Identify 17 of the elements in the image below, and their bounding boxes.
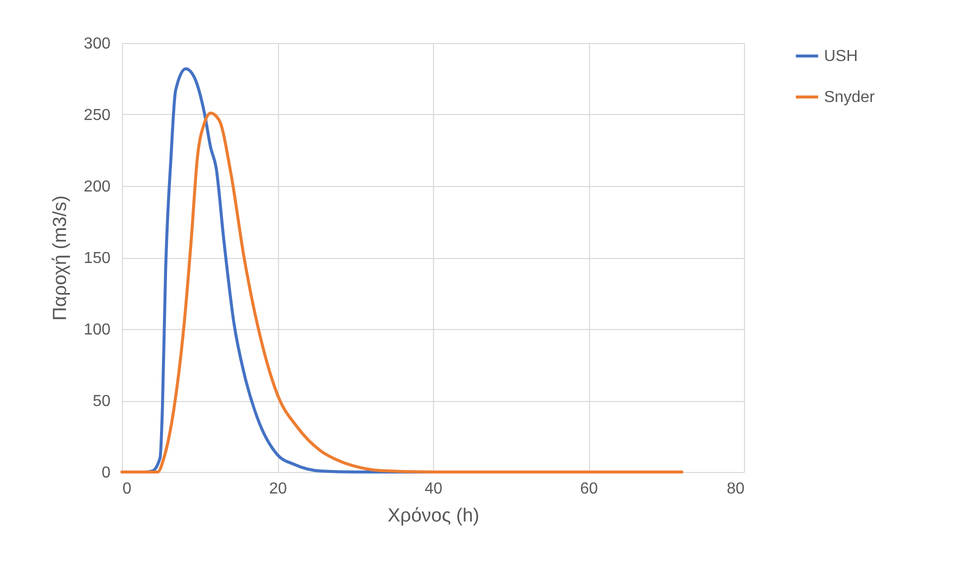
line-series [120, 112, 684, 474]
x-tick-label: 20 [269, 480, 287, 498]
y-tick-label: 300 [84, 36, 111, 52]
y-tick-label: 250 [84, 107, 111, 124]
y-tick-label: 100 [84, 322, 111, 338]
y-tick-label: 0 [102, 464, 111, 482]
y-tick-label: 150 [84, 250, 111, 267]
legend-label: Snyder [824, 89, 876, 106]
y-tick-label: 200 [84, 178, 111, 196]
x-tick-label: 0 [122, 480, 132, 498]
x-tick-label: 80 [726, 480, 745, 498]
x-tick-label: 40 [424, 480, 442, 498]
y-axis-title: Παροχή (m3/s) [50, 195, 71, 321]
legend-label: USH [824, 48, 858, 65]
x-tick-label: 60 [580, 480, 598, 498]
x-axis-title: Χρόνος (h) [388, 506, 480, 526]
y-tick-label: 50 [92, 393, 111, 410]
